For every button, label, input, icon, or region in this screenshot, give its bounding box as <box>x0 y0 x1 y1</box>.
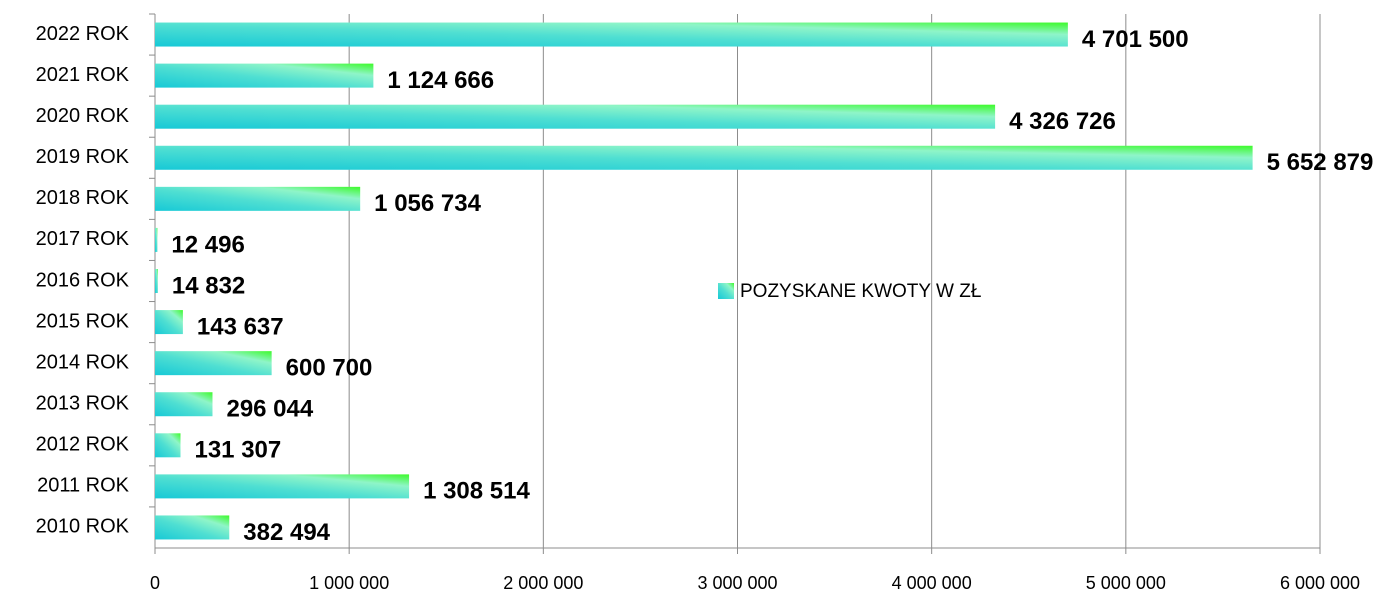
y-tick-label: 2014 ROK <box>36 351 130 373</box>
y-tick-label: 2019 ROK <box>36 146 130 168</box>
legend-label: POZYSKANE KWOTY W ZŁ <box>740 281 981 302</box>
y-tick-label: 2016 ROK <box>36 269 130 291</box>
value-label: 143 637 <box>197 313 284 340</box>
bar <box>155 269 158 293</box>
bar <box>155 433 181 458</box>
y-tick-label: 2018 ROK <box>36 187 130 209</box>
x-tick-label: 3 000 000 <box>697 573 777 593</box>
x-tick-label: 0 <box>150 573 160 593</box>
y-tick-label: 2021 ROK <box>36 64 130 86</box>
bar <box>155 515 230 540</box>
value-label: 1 308 514 <box>423 478 530 505</box>
value-label: 382 494 <box>243 519 330 546</box>
bar <box>155 474 410 499</box>
y-tick-label: 2015 ROK <box>36 310 130 332</box>
y-tick-label: 2013 ROK <box>36 393 130 415</box>
value-label: 131 307 <box>194 437 281 464</box>
bar <box>155 22 1068 47</box>
value-label: 600 700 <box>286 354 373 381</box>
x-tick-label: 4 000 000 <box>892 573 972 593</box>
y-tick-label: 2022 ROK <box>36 23 130 45</box>
x-tick-label: 1 000 000 <box>309 573 389 593</box>
y-tick-label: 2020 ROK <box>36 105 130 127</box>
bar <box>155 351 272 376</box>
bar <box>155 392 213 417</box>
bar <box>155 310 183 335</box>
value-label: 1 124 666 <box>387 67 494 94</box>
value-label: 4 701 500 <box>1082 26 1189 53</box>
legend-swatch <box>718 283 734 299</box>
x-tick-label: 2 000 000 <box>503 573 583 593</box>
y-tick-label: 2017 ROK <box>36 228 130 250</box>
value-label: 14 832 <box>172 272 245 299</box>
bar <box>155 104 996 129</box>
y-tick-label: 2010 ROK <box>36 516 130 538</box>
value-label: 12 496 <box>171 231 244 258</box>
value-label: 5 652 879 <box>1267 149 1374 176</box>
bar <box>155 227 158 252</box>
bar <box>155 63 374 88</box>
bar <box>155 186 361 211</box>
value-label: 1 056 734 <box>374 190 481 217</box>
value-label: 4 326 726 <box>1009 108 1116 135</box>
value-label: 296 044 <box>226 396 313 423</box>
y-tick-label: 2011 ROK <box>37 475 130 497</box>
x-tick-label: 5 000 000 <box>1086 573 1166 593</box>
x-tick-label: 6 000 000 <box>1280 573 1360 593</box>
bar <box>155 145 1253 170</box>
y-tick-label: 2012 ROK <box>36 434 130 456</box>
